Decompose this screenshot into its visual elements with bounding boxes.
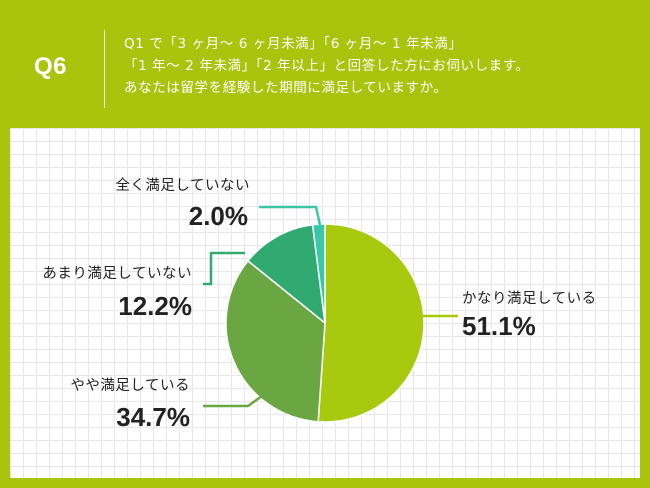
header-divider [104,30,105,108]
question-line-3: あなたは留学を経験した期間に満足していますか。 [124,80,448,96]
question-text: Q1 で「3 ヶ月～ 6 ヶ月未満」「6 ヶ月～ 1 年未満」 「1 年～ 2 … [124,33,624,99]
slice-value-label: 12.2% [118,291,192,321]
slice-value-label: 2.0% [189,201,248,231]
pie-slice [225,259,326,423]
leader-line [259,205,322,226]
question-line-1: Q1 で「3 ヶ月～ 6 ヶ月未満」「6 ヶ月～ 1 年未満」 [124,36,463,52]
slice-value-label: 51.1% [462,311,536,341]
question-header: Q6 Q1 で「3 ヶ月～ 6 ヶ月未満」「6 ヶ月～ 1 年未満」 「1 年～… [0,0,650,128]
leader-line [203,394,263,408]
pie-slice [246,223,326,325]
slice-label: やや満足している [70,377,190,394]
question-number: Q6 [34,53,68,80]
slice-label: 全く満足していない [115,176,250,194]
pie-slice [317,223,425,423]
question-line-2: 「1 年～ 2 年未満」「2 年以上」と回答した方にお伺いします。 [124,58,530,74]
slice-label: かなり満足している [462,290,597,307]
slice-value-label: 34.7% [116,402,190,432]
slice-label: あまり満足していない [42,265,192,282]
leader-line [203,251,245,286]
